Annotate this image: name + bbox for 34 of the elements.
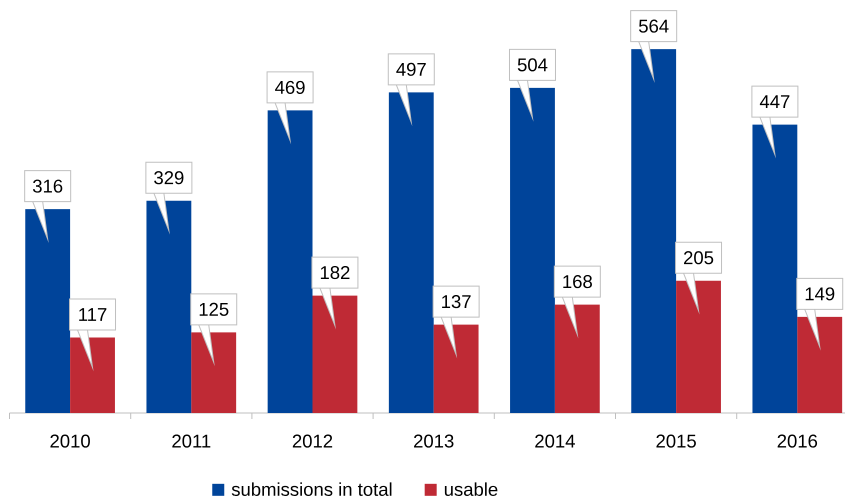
bar — [752, 124, 798, 413]
data-label: 469 — [275, 80, 305, 94]
data-label: 149 — [806, 287, 834, 300]
bar — [312, 296, 358, 413]
data-label: 137 — [442, 295, 471, 308]
x-tick-label: 2012 — [292, 434, 332, 448]
bar — [268, 110, 313, 413]
data-label: 182 — [320, 266, 350, 280]
bar — [146, 200, 192, 413]
bar — [388, 92, 434, 413]
x-tick-label: 2011 — [172, 434, 210, 448]
legend-label: submissions in total — [232, 482, 392, 496]
data-label: 117 — [79, 308, 106, 321]
legend-label: usable — [444, 482, 498, 496]
x-tick-label: 2014 — [535, 434, 575, 448]
data-label: 205 — [684, 251, 714, 264]
data-label: 168 — [563, 275, 592, 288]
data-label: 125 — [200, 302, 228, 316]
x-tick-label: 2013 — [414, 434, 454, 448]
bar — [797, 316, 842, 413]
x-tick-label: 2010 — [50, 434, 90, 448]
data-label: 329 — [154, 171, 184, 184]
bar — [676, 280, 721, 413]
data-label: 316 — [32, 180, 62, 193]
x-tick-label: 2015 — [656, 434, 696, 448]
x-tick-label: 2016 — [778, 434, 818, 448]
bar — [25, 209, 70, 413]
data-label: 447 — [760, 95, 790, 108]
data-label: 504 — [518, 58, 548, 72]
data-label: 497 — [396, 62, 426, 76]
bar — [510, 88, 555, 413]
bar — [631, 49, 676, 413]
bar — [554, 304, 600, 413]
data-label: 564 — [638, 20, 669, 33]
